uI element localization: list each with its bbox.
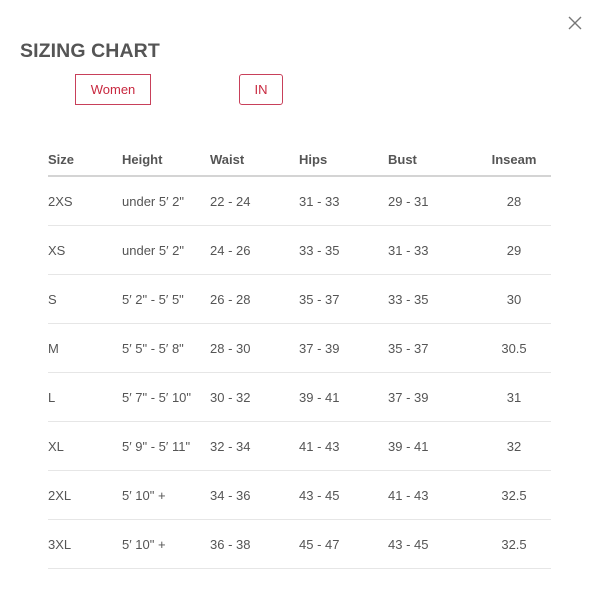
cell-hips: 39 - 41 bbox=[299, 372, 388, 422]
cell-waist: 30 - 32 bbox=[210, 372, 299, 422]
cell-hips: 45 - 47 bbox=[299, 519, 388, 569]
cell-size: S bbox=[48, 274, 122, 324]
cell-bust: 31 - 33 bbox=[388, 225, 477, 275]
cell-waist: 22 - 24 bbox=[210, 176, 299, 226]
column-header-inseam: Inseam bbox=[477, 143, 551, 177]
page-title: SIZING CHART bbox=[20, 40, 160, 62]
column-header-bust: Bust bbox=[388, 143, 477, 177]
column-header-hips: Hips bbox=[299, 143, 388, 177]
table-row: 2XL 5′ 10" +34 - 36 43 - 45 41 - 43 32.5 bbox=[48, 470, 551, 520]
cell-size: M bbox=[48, 323, 122, 373]
table-row: L 5′ 7" - 5′ 10" 30 - 32 39 - 41 37 - 39 31 bbox=[48, 372, 551, 422]
table-row: 3XL 5′ 10" +36 - 38 45 - 47 43 - 45 32.5 bbox=[48, 519, 551, 569]
cell-waist: 36 - 38 bbox=[210, 519, 299, 569]
table-row: XL 5′ 9" - 5′ 11" 32 - 34 41 - 43 39 - 41 32 bbox=[48, 421, 551, 471]
cell-height: 5′ 7" - 5′ 10" bbox=[122, 372, 210, 422]
cell-waist: 28 - 30 bbox=[210, 323, 299, 373]
cell-inseam: 30.5 bbox=[477, 323, 551, 373]
cell-waist: 24 - 26 bbox=[210, 225, 299, 275]
cell-height: 5′ 10" + bbox=[122, 470, 210, 520]
cell-size: XS bbox=[48, 225, 122, 275]
column-header-size: Size bbox=[48, 143, 122, 177]
cell-waist: 26 - 28 bbox=[210, 274, 299, 324]
cell-hips: 33 - 35 bbox=[299, 225, 388, 275]
close-icon[interactable] bbox=[566, 14, 584, 32]
cell-inseam: 31 bbox=[477, 372, 551, 422]
gender-toggle-button[interactable]: Women bbox=[75, 74, 151, 105]
cell-size: 2XL bbox=[48, 470, 122, 520]
cell-hips: 35 - 37 bbox=[299, 274, 388, 324]
cell-bust: 35 - 37 bbox=[388, 323, 477, 373]
cell-bust: 33 - 35 bbox=[388, 274, 477, 324]
cell-height: under 5′ 2" bbox=[122, 176, 210, 226]
table-row: 2XS under 5′ 2" 22 - 24 31 - 33 29 - 31 28 bbox=[48, 176, 551, 226]
cell-inseam: 30 bbox=[477, 274, 551, 324]
table-row: XS under 5′ 2" 24 - 26 33 - 35 31 - 33 29 bbox=[48, 225, 551, 275]
cell-size: 2XS bbox=[48, 176, 122, 226]
cell-size: L bbox=[48, 372, 122, 422]
cell-hips: 43 - 45 bbox=[299, 470, 388, 520]
cell-inseam: 32.5 bbox=[477, 519, 551, 569]
cell-bust: 41 - 43 bbox=[388, 470, 477, 520]
cell-bust: 37 - 39 bbox=[388, 372, 477, 422]
cell-bust: 39 - 41 bbox=[388, 421, 477, 471]
cell-inseam: 29 bbox=[477, 225, 551, 275]
sizing-table: Size Height Waist Hips Bust Inseam 2XS under 5… bbox=[48, 143, 551, 569]
cell-inseam: 32 bbox=[477, 421, 551, 471]
cell-waist: 34 - 36 bbox=[210, 470, 299, 520]
cell-waist: 32 - 34 bbox=[210, 421, 299, 471]
table-row: M 5′ 5" - 5′ 8" 28 - 30 37 - 39 35 - 37 30.5 bbox=[48, 323, 551, 373]
cell-height: 5′ 9" - 5′ 11" bbox=[122, 421, 210, 471]
cell-size: XL bbox=[48, 421, 122, 471]
cell-inseam: 28 bbox=[477, 176, 551, 226]
cell-height: 5′ 5" - 5′ 8" bbox=[122, 323, 210, 373]
cell-size: 3XL bbox=[48, 519, 122, 569]
cell-hips: 31 - 33 bbox=[299, 176, 388, 226]
table-row: S 5′ 2" - 5′ 5" 26 - 28 35 - 37 33 - 35 30 bbox=[48, 274, 551, 324]
cell-bust: 43 - 45 bbox=[388, 519, 477, 569]
cell-height: 5′ 10" + bbox=[122, 519, 210, 569]
cell-hips: 41 - 43 bbox=[299, 421, 388, 471]
column-header-waist: Waist bbox=[210, 143, 299, 177]
cell-height: under 5′ 2" bbox=[122, 225, 210, 275]
cell-hips: 37 - 39 bbox=[299, 323, 388, 373]
cell-height: 5′ 2" - 5′ 5" bbox=[122, 274, 210, 324]
unit-toggle-button[interactable]: IN bbox=[239, 74, 283, 105]
column-header-height: Height bbox=[122, 143, 210, 177]
table-header-row: Size Height Waist Hips Bust Inseam bbox=[48, 143, 551, 177]
cell-inseam: 32.5 bbox=[477, 470, 551, 520]
cell-bust: 29 - 31 bbox=[388, 176, 477, 226]
